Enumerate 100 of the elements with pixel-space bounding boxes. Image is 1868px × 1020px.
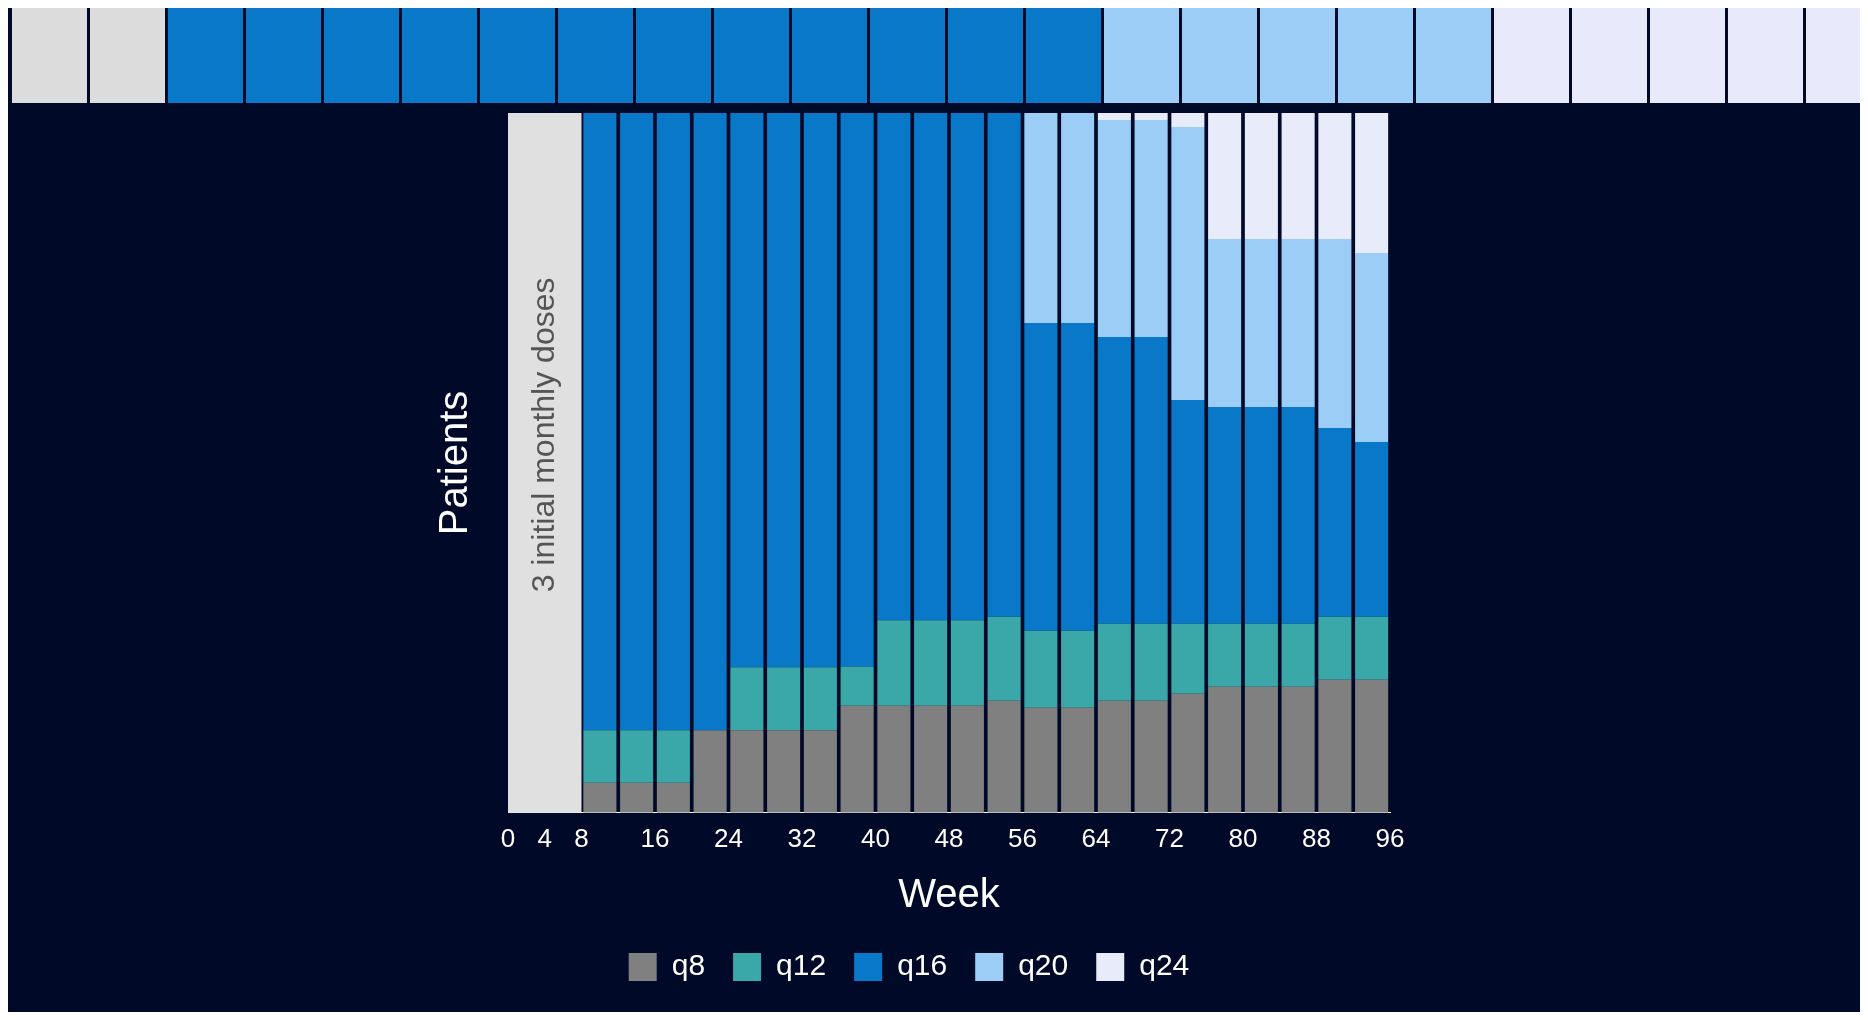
x-tick-label: 56	[1008, 822, 1037, 853]
bar	[1024, 113, 1058, 323]
bar	[914, 113, 948, 621]
x-tick-label: 8	[574, 822, 589, 853]
bar	[1061, 113, 1095, 323]
bar	[950, 705, 984, 813]
bar	[656, 113, 690, 731]
x-axis-title: Week	[898, 871, 1001, 916]
bar	[1281, 238, 1315, 407]
x-tick-label: 16	[640, 822, 670, 853]
bar	[1355, 252, 1389, 442]
bar	[1355, 679, 1389, 813]
legend-label: q12	[776, 948, 827, 982]
band-label: 3 initial monthly doses	[524, 277, 561, 593]
bar	[767, 113, 801, 668]
bar	[693, 113, 727, 731]
bar	[656, 730, 690, 783]
bar	[877, 113, 911, 621]
bar	[730, 113, 764, 668]
bar	[1171, 113, 1205, 127]
bar	[840, 113, 874, 667]
legend-label: q24	[1139, 948, 1190, 982]
bar	[583, 730, 617, 783]
bar	[1318, 427, 1352, 617]
bar	[620, 113, 654, 731]
bar	[840, 705, 874, 813]
bar	[914, 705, 948, 813]
bar	[1208, 113, 1242, 239]
bar	[1097, 623, 1131, 701]
bar	[1134, 113, 1168, 120]
x-tick-label: 32	[787, 822, 817, 853]
bar	[1208, 406, 1242, 624]
x-tick-label: 96	[1375, 822, 1405, 853]
bar	[1318, 238, 1352, 428]
bar	[877, 705, 911, 813]
legend-label: q20	[1018, 948, 1069, 982]
x-tick-label: 64	[1081, 822, 1111, 853]
bar	[1244, 686, 1278, 813]
bar	[1061, 322, 1095, 631]
bar	[1097, 120, 1131, 337]
bar	[803, 113, 837, 668]
bar	[1097, 336, 1131, 624]
bar	[1208, 623, 1242, 687]
bar	[1355, 616, 1389, 680]
bar	[1244, 238, 1278, 407]
legend-label: q16	[897, 948, 948, 982]
bar	[730, 667, 764, 731]
bar	[656, 782, 690, 813]
bar	[1171, 693, 1205, 813]
bar	[914, 620, 948, 706]
x-tick-label: 88	[1302, 822, 1331, 853]
bar	[1318, 113, 1352, 239]
bar	[987, 113, 1021, 617]
bar	[693, 730, 727, 813]
bar	[1024, 322, 1058, 631]
x-tick-label: 24	[714, 822, 743, 853]
bar	[1134, 700, 1168, 813]
bar	[803, 730, 837, 813]
bar	[1244, 113, 1278, 239]
bar	[1134, 623, 1168, 701]
x-tick-label: 40	[861, 822, 890, 853]
y-axis-title: Patients	[431, 390, 476, 536]
bar	[987, 700, 1021, 813]
bar	[1171, 127, 1205, 400]
bar	[1134, 120, 1168, 337]
bar	[620, 730, 654, 783]
bar	[803, 667, 837, 731]
x-tick-label: 0	[500, 822, 516, 853]
bar	[1097, 700, 1131, 813]
bar	[1208, 238, 1242, 407]
bar	[1281, 686, 1315, 813]
bar	[767, 667, 801, 731]
bar	[1061, 630, 1095, 708]
x-tick-label: 48	[934, 822, 964, 853]
bar	[950, 113, 984, 621]
legend-label: q8	[671, 948, 706, 982]
x-tick-label: 4	[537, 822, 552, 853]
bar	[1318, 616, 1352, 680]
x-tick-label: 80	[1228, 822, 1258, 853]
bar	[1024, 707, 1058, 813]
bar	[1244, 623, 1278, 687]
bar	[1281, 113, 1315, 239]
bar	[1281, 623, 1315, 687]
bar	[583, 782, 617, 813]
bar	[1318, 679, 1352, 813]
bar	[767, 730, 801, 813]
bar	[950, 620, 984, 706]
x-tick-label: 72	[1155, 822, 1184, 853]
bar	[1097, 113, 1131, 120]
bar	[1281, 406, 1315, 624]
bar	[1355, 441, 1389, 617]
bar	[1171, 623, 1205, 694]
bar	[620, 782, 654, 813]
bar	[1171, 399, 1205, 624]
bar	[840, 666, 874, 706]
bar	[730, 730, 764, 813]
bar	[1355, 113, 1389, 253]
bar	[1061, 707, 1095, 813]
bar	[877, 620, 911, 706]
bar	[1134, 336, 1168, 624]
